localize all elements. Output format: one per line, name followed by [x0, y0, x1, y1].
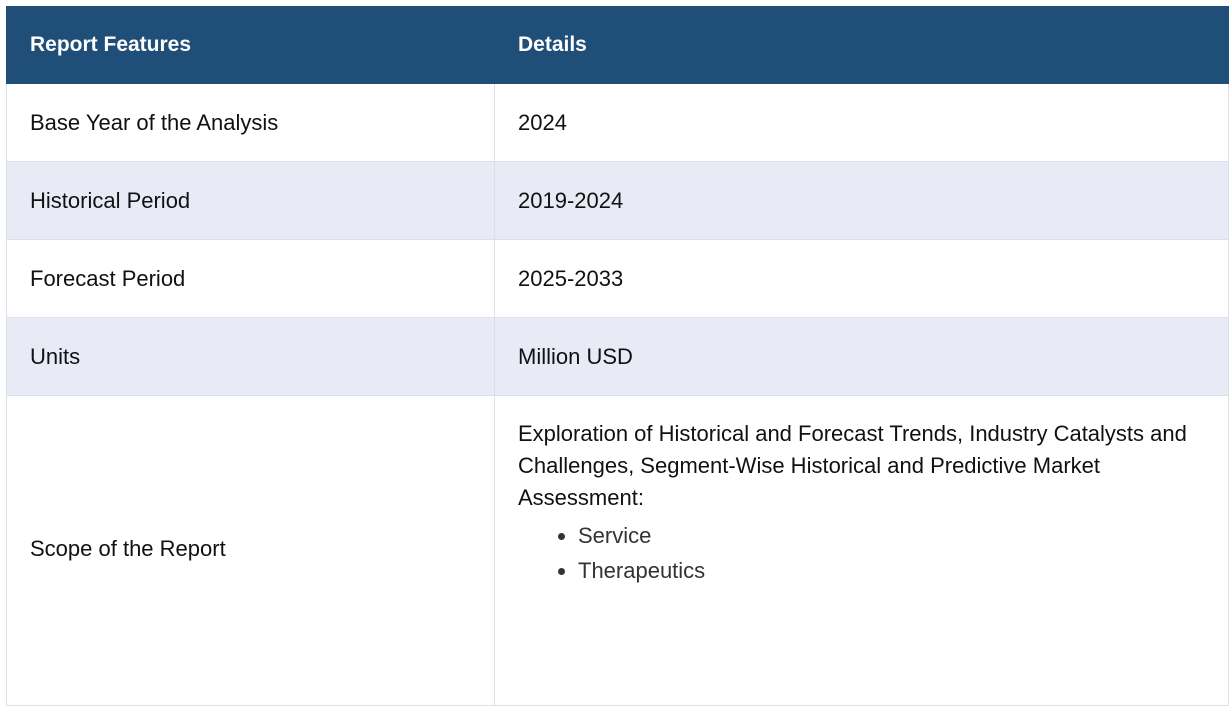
table-row-scope: Scope of the Report Exploration of Histo…	[6, 395, 1229, 706]
feature-cell: Units	[6, 317, 495, 396]
scope-description: Exploration of Historical and Forecast T…	[518, 421, 1187, 510]
table-row: Historical Period 2019-2024	[6, 161, 1229, 240]
detail-cell: 2019-2024	[494, 161, 1229, 240]
feature-cell: Historical Period	[6, 161, 495, 240]
table-row: Base Year of the Analysis 2024	[6, 83, 1229, 162]
list-item: Therapeutics	[578, 553, 1205, 588]
header-report-features: Report Features	[6, 6, 495, 84]
detail-cell: 2025-2033	[494, 239, 1229, 318]
feature-cell: Forecast Period	[6, 239, 495, 318]
scope-bullet-list: Service Therapeutics	[578, 518, 1205, 588]
feature-cell: Scope of the Report	[6, 395, 495, 706]
scope-detail-cell: Exploration of Historical and Forecast T…	[494, 395, 1229, 706]
feature-cell: Base Year of the Analysis	[6, 83, 495, 162]
table-row: Units Million USD	[6, 317, 1229, 396]
table-row: Forecast Period 2025-2033	[6, 239, 1229, 318]
table-header-row: Report Features Details	[6, 6, 1229, 84]
report-table-container: Report Features Details Base Year of the…	[6, 6, 1229, 706]
report-features-table: Report Features Details Base Year of the…	[6, 6, 1229, 706]
header-details: Details	[494, 6, 1229, 84]
detail-cell: Million USD	[494, 317, 1229, 396]
detail-cell: 2024	[494, 83, 1229, 162]
list-item: Service	[578, 518, 1205, 553]
